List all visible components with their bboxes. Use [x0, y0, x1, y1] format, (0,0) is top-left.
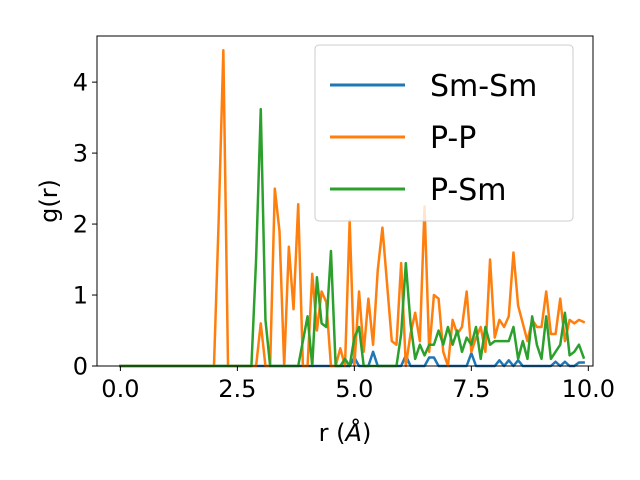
y-tick-label: 1 [73, 282, 88, 310]
x-tick-label: 5.0 [335, 375, 373, 403]
y-tick-label: 2 [73, 211, 88, 239]
legend: Sm-Sm P-P P-Sm [314, 44, 574, 222]
plot-frame [96, 35, 594, 367]
y-ticks: 0 1 2 3 4 [73, 69, 97, 381]
y-tick-label: 3 [73, 140, 88, 168]
y-tick-label: 4 [73, 69, 88, 97]
legend-label-p-sm: P-Sm [430, 173, 507, 208]
x-tick-label: 0.0 [101, 375, 139, 403]
y-tick-label: 0 [73, 353, 88, 381]
series-line-p-p [119, 48, 586, 368]
series-lines [119, 48, 586, 368]
series-line-p-sm [119, 107, 586, 368]
x-tick-label: 10.0 [562, 375, 615, 403]
x-axis-label: r (Å) [319, 418, 372, 447]
series-line-sm-sm [119, 350, 585, 368]
legend-frame [314, 44, 574, 222]
y-axis-label: g(r) [35, 179, 63, 223]
x-tick-label: 2.5 [218, 375, 256, 403]
x-tick-label: 7.5 [452, 375, 490, 403]
x-ticks: 0.0 2.5 5.0 7.5 10.0 [101, 366, 615, 403]
legend-label-sm-sm: Sm-Sm [430, 69, 537, 104]
legend-label-p-p: P-P [430, 121, 476, 156]
axes [96, 35, 594, 367]
